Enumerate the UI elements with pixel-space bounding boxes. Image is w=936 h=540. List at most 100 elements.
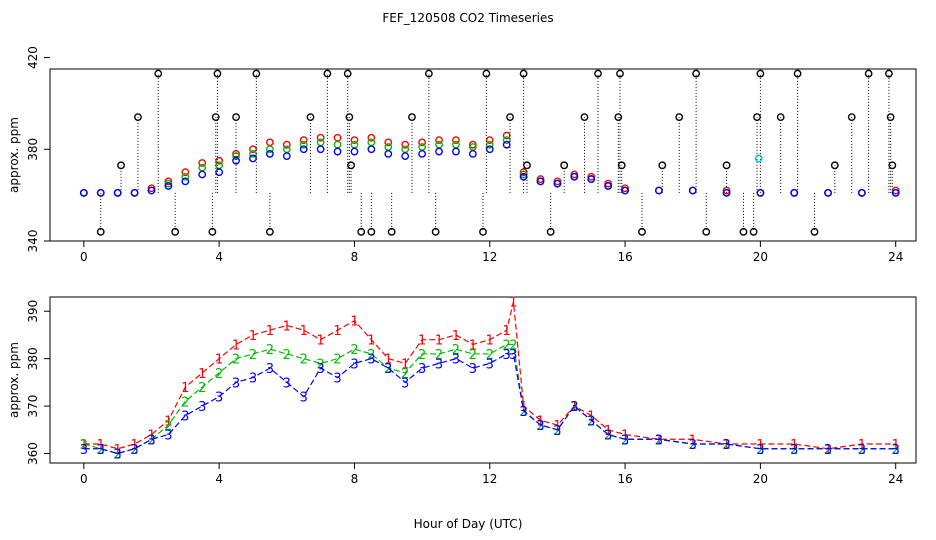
data-point — [418, 138, 427, 147]
data-point-marker: 3 — [509, 348, 517, 363]
top-x-ticks: 0 4 8 12 16 20 24 — [80, 241, 903, 264]
data-point-marker: 1 — [790, 438, 798, 453]
data-point-marker: 3 — [316, 362, 324, 377]
data-point-marker: 1 — [181, 381, 189, 396]
data-point-marker: 1 — [452, 329, 460, 344]
x-tick-label: 20 — [753, 250, 768, 264]
data-point — [96, 227, 105, 236]
data-point-marker: 3 — [283, 376, 291, 391]
data-point-marker: 2 — [350, 343, 358, 358]
data-point-marker: 1 — [232, 338, 240, 353]
data-point — [604, 179, 613, 188]
data-point-marker: 3 — [790, 443, 798, 458]
data-point — [857, 188, 866, 197]
data-point-marker: 1 — [570, 400, 578, 415]
data-point — [570, 170, 579, 179]
data-point — [553, 177, 562, 186]
data-point-marker: 2 — [401, 367, 409, 382]
x-tick-label: 0 — [80, 472, 88, 486]
data-point-marker: 3 — [164, 429, 172, 444]
data-point — [367, 145, 376, 154]
data-point-marker: 2 — [80, 438, 88, 453]
data-point-marker: 2 — [519, 405, 527, 420]
data-point — [638, 227, 646, 236]
data-point-marker: 3 — [401, 376, 409, 391]
bottom-plot-frame — [49, 296, 917, 464]
data-point-marker: 2 — [689, 438, 697, 453]
data-point — [435, 136, 443, 144]
data-point-marker: 3 — [384, 362, 392, 377]
data-point-marker: 1 — [384, 353, 392, 368]
data-point-marker: 2 — [249, 348, 257, 363]
data-point-marker: 2 — [232, 353, 240, 368]
data-point — [299, 136, 308, 144]
data-point — [367, 227, 376, 236]
data-point — [536, 177, 545, 186]
data-point — [345, 113, 354, 122]
data-point-marker: 2 — [858, 443, 866, 458]
data-point — [810, 227, 819, 236]
data-point-marker: 2 — [215, 367, 223, 382]
data-point-marker: 2 — [536, 419, 544, 434]
data-point-marker: 2 — [655, 433, 663, 448]
data-point-marker: 2 — [316, 357, 324, 372]
y-tick-label: 420 — [26, 46, 40, 69]
data-point — [722, 186, 731, 195]
data-point — [265, 227, 274, 236]
data-point-marker: 1 — [198, 367, 206, 382]
data-point — [692, 69, 701, 78]
data-point — [384, 138, 393, 147]
data-point — [655, 186, 663, 195]
data-point — [387, 227, 396, 236]
data-point-marker: 1 — [114, 443, 122, 458]
data-point — [502, 136, 511, 144]
x-tick-label: 0 — [80, 250, 88, 264]
data-point-marker: 3 — [147, 433, 155, 448]
top-y-axis-label: approx. ppm — [7, 117, 21, 193]
data-point-marker: 2 — [435, 348, 443, 363]
x-tick-label: 4 — [215, 250, 223, 264]
data-point-marker: 1 — [536, 414, 544, 429]
data-point-marker: 1 — [266, 324, 274, 339]
data-point — [252, 69, 261, 78]
data-point — [452, 136, 460, 144]
data-point-marker: 2 — [587, 414, 595, 429]
data-point-marker: 1 — [519, 400, 527, 415]
data-point-marker: 3 — [215, 391, 223, 406]
data-point-marker: 3 — [519, 405, 527, 420]
data-point-marker: 3 — [892, 443, 900, 458]
data-point — [147, 186, 156, 195]
data-point — [617, 161, 626, 170]
series-line-3 — [83, 353, 896, 455]
data-point-marker: 1 — [130, 438, 138, 453]
data-point — [164, 182, 173, 190]
data-point-marker: 3 — [114, 448, 122, 463]
data-point — [587, 175, 596, 183]
data-point — [384, 149, 393, 158]
data-point — [154, 69, 163, 78]
data-point-marker: 2 — [486, 348, 494, 363]
data-point — [587, 172, 596, 181]
data-point — [553, 179, 562, 188]
data-point-marker: 2 — [604, 429, 612, 444]
data-point-marker: 3 — [587, 414, 595, 429]
data-point — [754, 154, 763, 163]
data-point — [621, 186, 629, 195]
data-point — [519, 168, 528, 177]
data-point — [164, 177, 173, 186]
data-point — [181, 168, 190, 177]
data-point — [198, 159, 207, 167]
data-point — [367, 133, 376, 142]
data-point-marker: 1 — [486, 334, 494, 349]
data-point — [215, 156, 224, 165]
data-point-marker: 3 — [80, 443, 88, 458]
data-point-marker: 2 — [198, 381, 206, 396]
data-point-marker: 2 — [452, 343, 460, 358]
data-point — [830, 161, 839, 170]
data-point-marker: 2 — [333, 353, 341, 368]
data-point-marker: 2 — [130, 443, 138, 458]
